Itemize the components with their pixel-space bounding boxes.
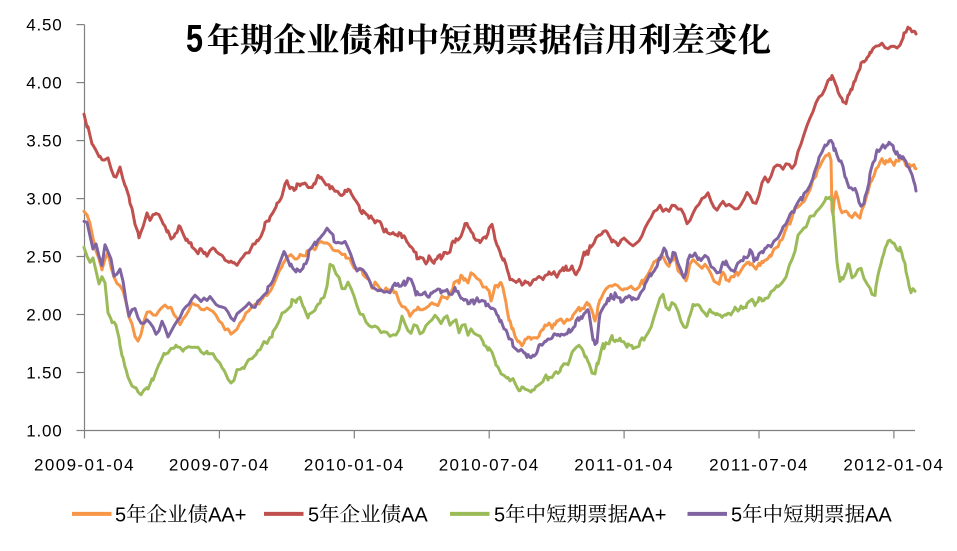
svg-text:AA: AA — [401, 504, 428, 526]
svg-text:AA+: AA+ — [628, 504, 666, 526]
svg-text:2011-07-04: 2011-07-04 — [709, 456, 809, 475]
svg-text:2.50: 2.50 — [26, 248, 62, 267]
svg-text:5: 5 — [308, 504, 319, 526]
svg-text:3.50: 3.50 — [26, 132, 62, 151]
svg-text:2.00: 2.00 — [26, 306, 62, 325]
svg-text:4.50: 4.50 — [26, 16, 62, 35]
svg-text:3.00: 3.00 — [26, 190, 62, 209]
svg-text:1.00: 1.00 — [26, 422, 62, 441]
svg-text:5: 5 — [186, 18, 203, 61]
svg-text:4.00: 4.00 — [26, 74, 62, 93]
svg-text:5: 5 — [494, 504, 505, 526]
svg-text:AA: AA — [865, 504, 892, 526]
svg-text:2009-07-04: 2009-07-04 — [169, 456, 270, 475]
svg-text:2010-07-04: 2010-07-04 — [439, 456, 540, 475]
svg-text:5: 5 — [115, 504, 126, 526]
svg-text:1.50: 1.50 — [26, 364, 62, 383]
svg-text:2010-01-04: 2010-01-04 — [304, 456, 405, 475]
svg-text:2009-01-04: 2009-01-04 — [34, 456, 135, 475]
svg-text:2011-01-04: 2011-01-04 — [574, 456, 674, 475]
svg-text:5: 5 — [731, 504, 742, 526]
svg-text:2012-01-04: 2012-01-04 — [843, 456, 944, 475]
svg-text:AA+: AA+ — [208, 504, 246, 526]
